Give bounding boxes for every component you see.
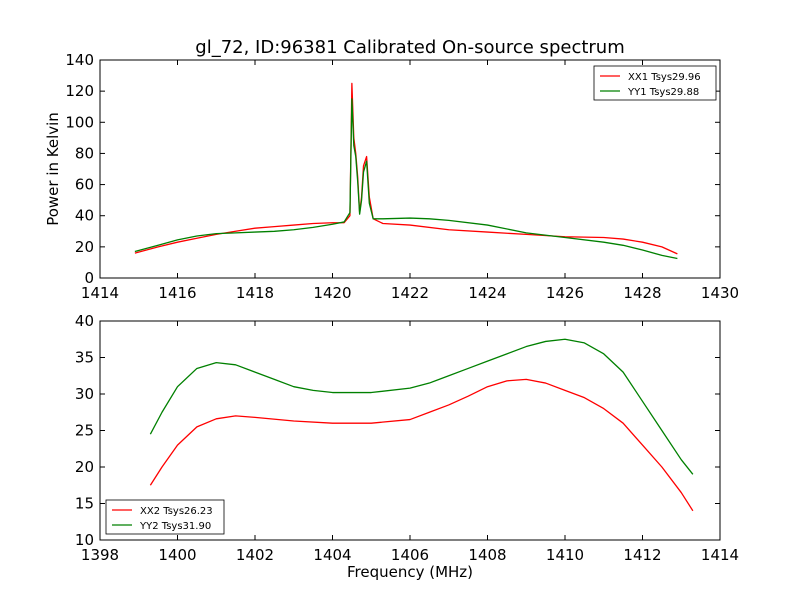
x-tick-label: 1402 <box>236 546 274 564</box>
y-tick-label: 100 <box>65 113 94 131</box>
chart-title: gl_72, ID:96381 Calibrated On-source spe… <box>195 37 624 58</box>
x-axis-label-bottom: Frequency (MHz) <box>347 563 473 581</box>
x-tick-label: 1416 <box>158 284 196 302</box>
series-line-1 <box>149 338 694 475</box>
x-tick-label: 1408 <box>468 546 506 564</box>
y-tick-label: 10 <box>75 531 94 549</box>
y-tick-label: 120 <box>65 82 94 100</box>
x-tick-label: 1428 <box>623 284 661 302</box>
x-tick-label: 1424 <box>468 284 506 302</box>
legend-entry: XX1 Tsys29.96 <box>628 72 701 83</box>
x-tick-label: 1410 <box>546 546 584 564</box>
x-tick-label: 1422 <box>391 284 429 302</box>
x-tick-label: 1414 <box>701 546 739 564</box>
x-tick-label: 1404 <box>313 546 351 564</box>
y-tick-label: 30 <box>75 385 94 403</box>
x-tick-label: 1400 <box>158 546 196 564</box>
series-line-1 <box>134 98 678 260</box>
y-tick-label: 35 <box>75 349 94 367</box>
series-line-0 <box>149 378 694 512</box>
x-tick-label: 1430 <box>701 284 739 302</box>
legend-entry: YY1 Tsys29.88 <box>627 87 699 98</box>
y-tick-label: 140 <box>65 51 94 69</box>
legend-entry: XX2 Tsys26.23 <box>140 506 213 517</box>
y-tick-label: 0 <box>84 269 94 287</box>
x-tick-label: 1412 <box>623 546 661 564</box>
x-tick-label: 1406 <box>391 546 429 564</box>
y-tick-label: 60 <box>75 176 94 194</box>
y-tick-label: 15 <box>75 495 94 513</box>
y-tick-label: 80 <box>75 144 94 162</box>
legend-box <box>593 65 717 101</box>
legend-entry: YY2 Tsys31.90 <box>139 521 211 532</box>
y-tick-label: 25 <box>75 422 94 440</box>
x-tick-label: 1426 <box>546 284 584 302</box>
y-tick-label: 20 <box>75 238 94 256</box>
y-tick-label: 40 <box>75 207 94 225</box>
bottom-spectrum-panel: 1398 1400 1402 1404 1406 1408 1410 1412 1414 10 15… <box>75 312 739 564</box>
x-tick-label: 1420 <box>313 284 351 302</box>
y-tick-label: 40 <box>75 312 94 330</box>
legend-box <box>105 499 225 535</box>
x-tick-label: 1418 <box>236 284 274 302</box>
y-axis-label-top: Power in Kelvin <box>44 112 62 226</box>
y-tick-label: 20 <box>75 458 94 476</box>
x-tick-label: 1414 <box>81 284 119 302</box>
x-tick-label: 1398 <box>81 546 119 564</box>
series-line-0 <box>134 82 678 255</box>
top-spectrum-panel: 1414 1416 1418 1420 1422 1424 1426 1428 1430 0 20 4… <box>65 51 739 302</box>
